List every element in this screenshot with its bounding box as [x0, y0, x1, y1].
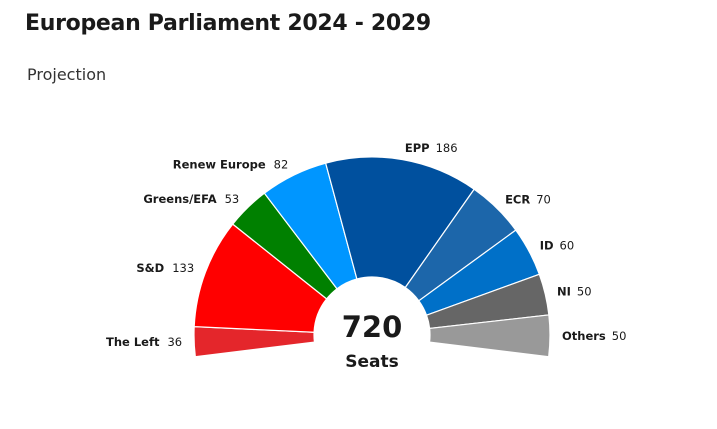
label-name-s-and-d: S&D — [136, 261, 164, 275]
label-value-ni: 50 — [577, 285, 592, 299]
label-value-epp: 186 — [436, 141, 458, 155]
label-name-epp: EPP — [405, 141, 430, 155]
slice-s-and-d[interactable] — [193, 223, 328, 333]
label-name-others: Others — [562, 329, 606, 343]
label-value-greens-efa: 53 — [225, 192, 240, 206]
label-ecr: ECR 70 — [505, 192, 551, 206]
seat-slices — [193, 156, 551, 358]
label-value-renew-europe: 82 — [274, 157, 289, 171]
slice-others[interactable] — [428, 314, 551, 358]
label-name-the-left: The Left — [106, 335, 160, 349]
label-value-id: 60 — [560, 239, 575, 253]
label-greens-efa: Greens/EFA 53 — [143, 192, 239, 206]
label-value-the-left: 36 — [167, 335, 182, 349]
label-value-ecr: 70 — [536, 192, 551, 206]
label-name-id: ID — [540, 239, 554, 253]
chart-title: European Parliament 2024 - 2029 — [25, 11, 431, 36]
label-value-others: 50 — [612, 329, 627, 343]
label-renew-europe: Renew Europe 82 — [173, 157, 289, 171]
seats-caption: Seats — [345, 352, 399, 372]
total-seats: 720 — [342, 310, 403, 344]
party-labels: The Left 36 S&D 133 Greens/EFA 53 Renew Europe… — [106, 141, 626, 349]
label-id: ID 60 — [540, 239, 574, 253]
label-value-s-and-d: 133 — [172, 261, 194, 275]
label-name-renew-europe: Renew Europe — [173, 157, 266, 171]
label-the-left: The Left 36 — [106, 335, 182, 349]
label-name-ecr: ECR — [505, 192, 530, 206]
label-name-ni: NI — [557, 285, 571, 299]
label-s-and-d: S&D 133 — [136, 261, 194, 275]
label-others: Others 50 — [562, 329, 626, 343]
label-ni: NI 50 — [557, 285, 592, 299]
chart-subtitle: Projection — [27, 65, 107, 84]
label-name-greens-efa: Greens/EFA — [143, 192, 216, 206]
slice-epp[interactable] — [324, 156, 476, 289]
label-epp: EPP 186 — [405, 141, 458, 155]
